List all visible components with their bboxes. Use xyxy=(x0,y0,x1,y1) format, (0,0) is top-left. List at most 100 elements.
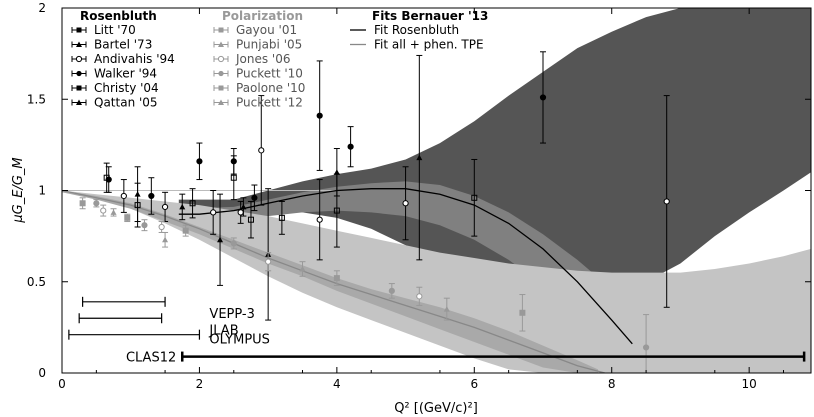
projection-vepp-3: VEPP-3 xyxy=(82,296,255,322)
legend-label: Puckett '10 xyxy=(236,67,303,81)
data-point xyxy=(347,126,354,168)
data-point xyxy=(258,95,265,206)
x-tick-label: 8 xyxy=(608,377,616,391)
data-point xyxy=(189,188,196,219)
band-3 xyxy=(62,190,598,373)
legend-label: Paolone '10 xyxy=(236,81,305,95)
legend-label: Gayou '01 xyxy=(236,23,297,37)
legend-entry: Fit all + phen. TPE xyxy=(350,38,484,52)
data-point xyxy=(210,190,217,235)
x-tick-label: 6 xyxy=(470,377,478,391)
fit-uncertainty-bands xyxy=(62,8,811,373)
data-points xyxy=(79,51,670,373)
axes: 0 2 4 6 8 10 0 0.5 1 1.5 2 xyxy=(27,1,811,391)
legend-label: Puckett '12 xyxy=(236,96,303,110)
legend-entry: Walker '94 xyxy=(71,67,157,81)
legend-label: Qattan '05 xyxy=(94,96,158,110)
projection-label: JLAB xyxy=(208,323,238,338)
data-point xyxy=(179,193,186,221)
projection-clas12: CLAS12 xyxy=(126,351,806,366)
data-point xyxy=(519,294,526,332)
data-point xyxy=(333,270,340,286)
data-point xyxy=(141,219,148,232)
data-point xyxy=(299,261,306,277)
data-point xyxy=(230,237,237,250)
legend-title: Fits Bernauer '13 xyxy=(372,9,488,23)
data-point xyxy=(93,199,100,208)
y-tick-label: 2 xyxy=(38,1,46,15)
x-axis-label: Q² [(GeV/c)²] xyxy=(394,401,478,416)
band-1 xyxy=(178,181,647,373)
data-point xyxy=(642,314,650,373)
data-point xyxy=(110,208,117,217)
projection-jlab: JLAB xyxy=(78,313,239,338)
data-point xyxy=(333,173,340,248)
legend-label: Litt '70 xyxy=(94,23,136,37)
x-tick-label: 2 xyxy=(196,377,204,391)
y-tick-label: 0 xyxy=(38,366,46,380)
data-point xyxy=(158,221,165,233)
data-point xyxy=(237,200,244,224)
legend-entry: Puckett '12 xyxy=(213,96,303,110)
data-point xyxy=(265,252,272,272)
data-point xyxy=(316,60,323,171)
legend-label: Bartel '73 xyxy=(94,38,152,52)
legend-entry: Jones '06 xyxy=(213,52,291,66)
y-tick-label: 0.5 xyxy=(27,275,46,289)
data-point xyxy=(120,179,127,213)
band-0 xyxy=(178,8,811,300)
legend-label: Fit Rosenbluth xyxy=(374,23,459,37)
legend-entry: Puckett '10 xyxy=(213,67,303,81)
legend-label: Jones '06 xyxy=(235,52,291,66)
data-point xyxy=(316,179,323,261)
data-point xyxy=(105,166,112,193)
data-point xyxy=(251,184,258,212)
data-point xyxy=(416,286,423,306)
legend-entry: Christy '04 xyxy=(71,81,159,95)
band-2 xyxy=(62,190,811,373)
data-point xyxy=(247,200,254,239)
data-point xyxy=(443,297,450,321)
legend-entry: Punjabi '05 xyxy=(213,38,302,52)
legend-label: Fit all + phen. TPE xyxy=(374,38,484,52)
legend-title: Rosenbluth xyxy=(80,9,157,23)
y-axis-label: μG_E/G_M xyxy=(11,157,26,223)
data-point xyxy=(388,283,395,299)
legend-label: Walker '94 xyxy=(94,67,157,81)
data-point xyxy=(196,142,203,181)
legend-entry: Fit Rosenbluth xyxy=(350,23,459,37)
legend-label: Christy '04 xyxy=(94,81,159,95)
legend-entry: Gayou '01 xyxy=(213,23,297,37)
data-point xyxy=(278,200,285,235)
data-point xyxy=(162,231,169,248)
data-point xyxy=(79,197,86,210)
legend-entry: Bartel '73 xyxy=(71,38,152,52)
data-point xyxy=(124,213,131,223)
legend-entry: Andivahis '94 xyxy=(71,52,175,66)
projection-label: OLYMPUS xyxy=(209,333,270,348)
data-point xyxy=(100,204,107,217)
data-point xyxy=(416,54,423,261)
x-tick-label: 10 xyxy=(742,377,757,391)
data-point xyxy=(402,166,409,241)
legend-entry: Paolone '10 xyxy=(213,81,305,95)
data-point xyxy=(134,182,141,228)
data-point xyxy=(148,177,155,215)
x-tick-label: 4 xyxy=(333,377,341,391)
legend-label: Punjabi '05 xyxy=(236,38,302,52)
legend-title: Polarization xyxy=(222,9,303,23)
legend-label: Andivahis '94 xyxy=(94,52,175,66)
legend-entry: Qattan '05 xyxy=(71,96,158,110)
data-point xyxy=(240,197,247,217)
data-point xyxy=(471,158,478,237)
data-point xyxy=(663,95,670,308)
data-point xyxy=(230,148,237,175)
projection-olympus: OLYMPUS xyxy=(68,329,270,348)
x-tick-label: 0 xyxy=(58,377,66,391)
data-point xyxy=(217,193,224,286)
projection-label: CLAS12 xyxy=(126,351,176,366)
legend-entry: Litt '70 xyxy=(71,23,136,37)
